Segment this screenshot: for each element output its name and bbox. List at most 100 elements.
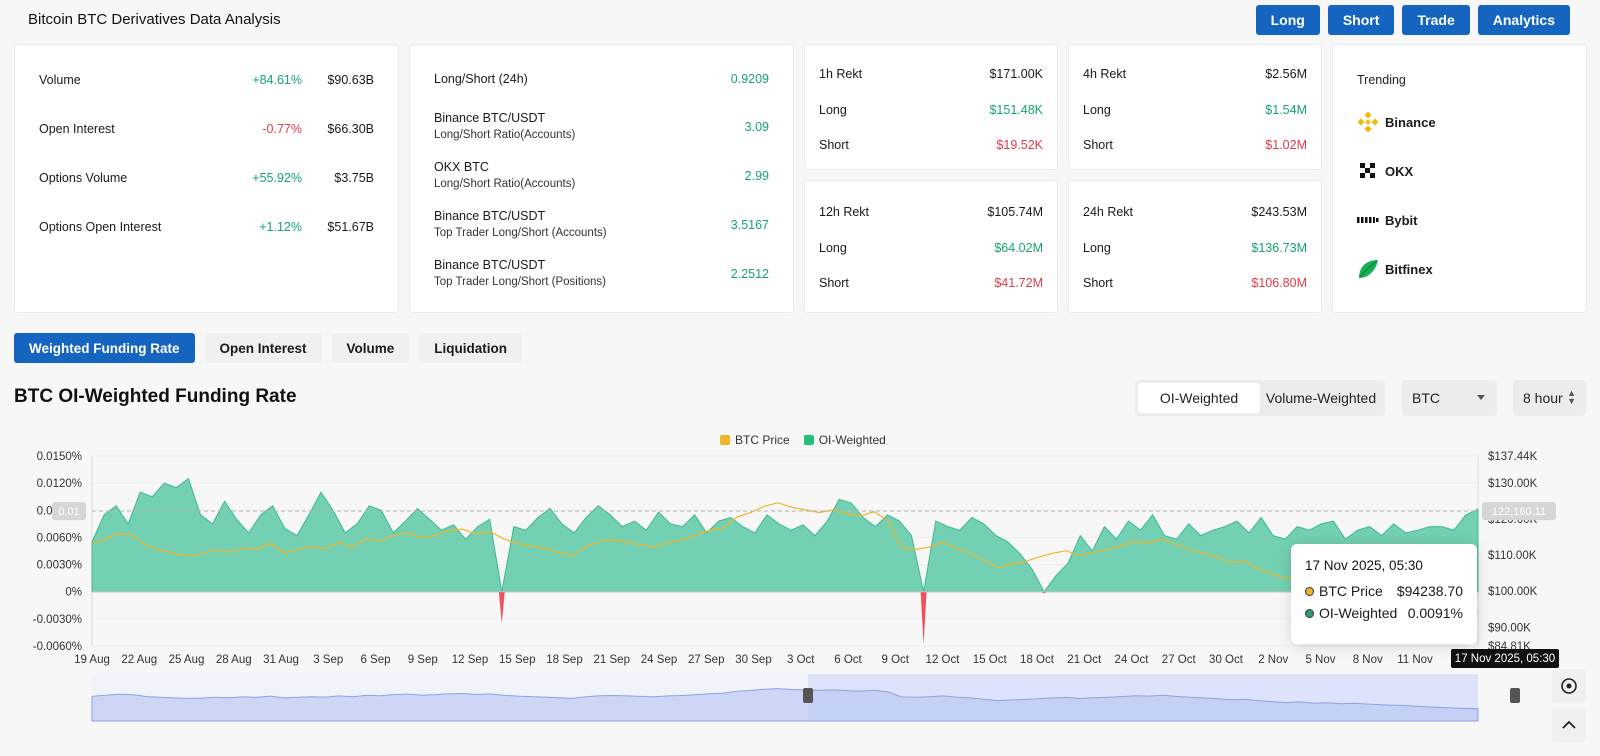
y-right-tick-label: $130.00K [1488, 478, 1538, 490]
rekt-long: $136.73M [1251, 241, 1307, 255]
segment-oi-weighted[interactable]: OI-Weighted [1138, 383, 1260, 413]
rekt-short: $106.80M [1251, 276, 1307, 290]
x-tick-label: 24 Oct [1115, 654, 1150, 666]
y-left-tick-label: -0.0030% [33, 614, 82, 626]
x-tick-label: 27 Oct [1162, 654, 1197, 666]
x-tick-label: 18 Oct [1020, 654, 1055, 666]
x-tick-label: 12 Sep [452, 654, 488, 666]
short-button[interactable]: Short [1327, 5, 1395, 35]
chart-tooltip: 17 Nov 2025, 05:30 BTC Price $94238.70 O… [1291, 544, 1477, 644]
chevron-down-icon [1477, 395, 1485, 400]
amount-value: $3.75B [334, 171, 374, 185]
scroll-top-button[interactable] [1552, 708, 1586, 742]
ratio-row: Binance BTC/USDT Long/Short Ratio(Accoun… [434, 111, 769, 141]
rekt-short: $1.02M [1265, 138, 1307, 152]
amount-value: $51.67B [327, 220, 374, 234]
analytics-button[interactable]: Analytics [1477, 5, 1570, 35]
y-right-tick-label: $90.00K [1488, 622, 1531, 634]
crosshair-right-label: 122,160.11 [1492, 506, 1546, 518]
trade-button[interactable]: Trade [1402, 5, 1470, 35]
tab-weighted-funding-rate[interactable]: Weighted Funding Rate [14, 333, 195, 363]
y-left-tick-label: 0% [65, 587, 82, 599]
x-tick-label: 18 Sep [546, 654, 582, 666]
tooltip-time: 17 Nov 2025, 05:30 [1305, 558, 1423, 573]
rekt-card-1h: 1h Rekt $171.00K Long $151.48K Short $19.52… [804, 44, 1058, 170]
trending-title: Trending [1357, 73, 1406, 87]
action-buttons: Long Short Trade Analytics [1255, 5, 1570, 35]
rekt-period: 24h Rekt [1083, 205, 1134, 219]
y-left-tick-label: 0.0030% [37, 560, 82, 572]
x-tick-label: 30 Oct [1209, 654, 1244, 666]
crosshair-x-label: 17 Nov 2025, 05:30 [1455, 653, 1555, 665]
legend-item-btc-price[interactable]: BTC Price [720, 433, 790, 447]
bybit-icon [1357, 209, 1379, 231]
rekt-period: 1h Rekt [819, 67, 863, 81]
change-value: +84.61% [252, 73, 302, 87]
bitfinex-icon [1357, 258, 1379, 280]
x-tick-label: 5 Nov [1305, 654, 1335, 666]
trending-item-binance[interactable]: Binance [1357, 111, 1436, 133]
y-right-tick-label: $137.44K [1488, 451, 1538, 463]
rekt-short: $19.52K [996, 138, 1043, 152]
settings-button[interactable] [1552, 669, 1586, 703]
x-tick-label: 21 Sep [594, 654, 630, 666]
x-tick-label: 15 Sep [499, 654, 535, 666]
weighting-toggle: OI-Weighted Volume-Weighted [1135, 380, 1385, 416]
up-down-arrows-icon: ▲ ▼ [1567, 388, 1576, 406]
x-tick-label: 12 Oct [926, 654, 961, 666]
x-tick-label: 24 Sep [641, 654, 677, 666]
binance-icon [1357, 111, 1379, 133]
rekt-card-24h: 24h Rekt $243.53M Long $136.73M Short $106.… [1068, 180, 1322, 313]
x-tick-label: 3 Oct [787, 654, 815, 666]
metric-tabs: Weighted Funding Rate Open Interest Volu… [14, 333, 523, 363]
x-tick-label: 6 Sep [360, 654, 390, 666]
ratio-row: Long/Short (24h) 0.9209 [434, 72, 769, 86]
rekt-period: 12h Rekt [819, 205, 870, 219]
x-tick-label: 19 Aug [74, 654, 110, 666]
trending-item-bitfinex[interactable]: Bitfinex [1357, 258, 1433, 280]
rekt-total: $2.56M [1265, 67, 1307, 81]
x-tick-label: 2 Nov [1258, 654, 1288, 666]
overview-row-options-volume: Options Volume +55.92% $3.75B [39, 171, 374, 185]
change-value: +1.12% [259, 220, 302, 234]
trending-item-bybit[interactable]: Bybit [1357, 209, 1418, 231]
x-tick-label: 6 Oct [834, 654, 862, 666]
page-title: Bitcoin BTC Derivatives Data Analysis [28, 11, 281, 28]
rekt-card-4h: 4h Rekt $2.56M Long $1.54M Short $1.02M [1068, 44, 1322, 170]
gear-icon [1561, 678, 1577, 694]
x-tick-label: 3 Sep [313, 654, 343, 666]
rekt-total: $105.74M [987, 205, 1043, 219]
x-tick-label: 21 Oct [1067, 654, 1102, 666]
funding-negative-spike [498, 591, 505, 624]
interval-select[interactable]: 8 hour ▲ ▼ [1513, 380, 1586, 416]
tooltip-row-price: BTC Price $94238.70 [1305, 583, 1463, 599]
funding-negative-spike [920, 591, 927, 645]
long-short-ratio-card: Long/Short (24h) 0.9209 Binance BTC/USDT… [409, 44, 794, 313]
coin-select[interactable]: BTC [1402, 380, 1497, 416]
top-bar: Bitcoin BTC Derivatives Data Analysis Lo… [0, 0, 1600, 40]
ratio-row: OKX BTC Long/Short Ratio(Accounts) 2.99 [434, 160, 769, 190]
rekt-total: $171.00K [989, 67, 1043, 81]
x-tick-label: 22 Aug [121, 654, 157, 666]
tab-open-interest[interactable]: Open Interest [204, 333, 322, 363]
y-left-tick-label: 0.0150% [37, 451, 82, 463]
segment-volume-weighted[interactable]: Volume-Weighted [1265, 390, 1377, 406]
rekt-total: $243.53M [1251, 205, 1307, 219]
crosshair-x-badge [1451, 649, 1559, 668]
trending-item-okx[interactable]: OKX [1357, 160, 1413, 182]
funding-rate-chart[interactable]: 0.0150%0.0120%0.0090%0.0060%0.0030%0%-0.… [0, 440, 1600, 756]
y-left-tick-label: 0.0120% [37, 478, 82, 490]
navigator-handle-right [1510, 688, 1520, 703]
legend-item-oi-weighted[interactable]: OI-Weighted [803, 433, 886, 447]
rekt-long: $151.48K [989, 103, 1043, 117]
navigator-price-area [91, 688, 1479, 722]
rekt-short: $41.72M [994, 276, 1043, 290]
crosshair-right-badge [1482, 502, 1556, 521]
funding-area-positive [91, 477, 1479, 593]
tab-liquidation[interactable]: Liquidation [419, 333, 523, 363]
trending-card: Trending Binance OKX Bybit Bitfinex [1332, 44, 1587, 313]
tab-volume[interactable]: Volume [331, 333, 410, 363]
long-button[interactable]: Long [1255, 5, 1320, 35]
overview-row-open-interest: Open Interest -0.77% $66.30B [39, 122, 374, 136]
okx-icon [1357, 160, 1379, 182]
